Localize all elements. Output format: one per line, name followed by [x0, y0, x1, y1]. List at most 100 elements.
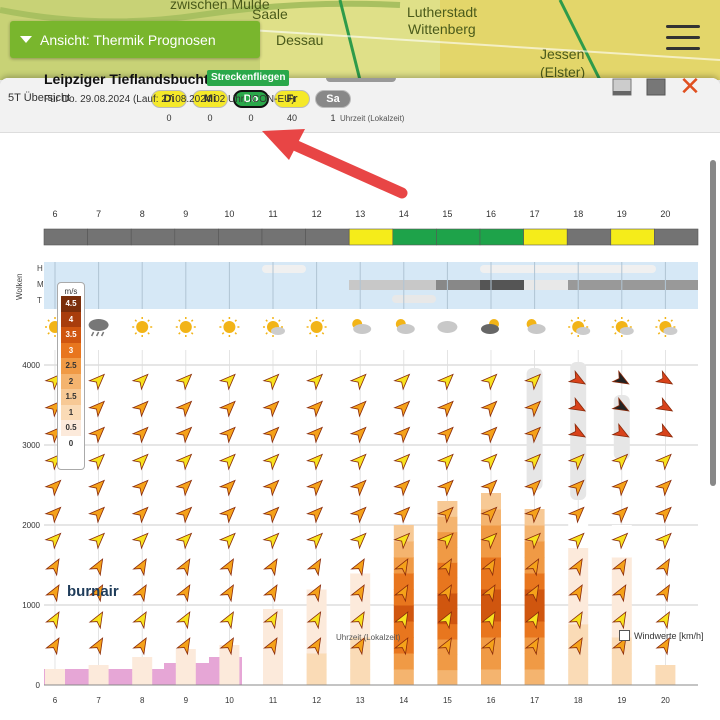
altitude-tick: 0: [36, 681, 41, 690]
altitude-tick: 2000: [22, 521, 40, 530]
thermal-cell: [481, 493, 501, 510]
wind-values-label: Windwerte [km/h]: [634, 631, 704, 641]
cloud-level-label: T: [37, 296, 42, 305]
thermal-cell: [219, 658, 239, 672]
thermal-cell: [525, 669, 545, 686]
thermal-cell: [132, 657, 152, 672]
quality-cell: [175, 229, 219, 245]
thermal-cell: [394, 573, 414, 590]
thermal-cell: [263, 624, 283, 640]
sun-ray: [266, 320, 267, 321]
hour-tick-top: 17: [530, 209, 540, 219]
hour-tick-bottom: 9: [184, 696, 189, 705]
cloud-icon: [397, 324, 415, 334]
sun-icon: [311, 321, 323, 333]
wind-arrow: [656, 398, 675, 416]
wind-values-toggle[interactable]: Windwerte [km/h]: [619, 630, 704, 641]
cloud-icon: [437, 321, 457, 333]
altitude-tick: 3000: [22, 441, 40, 450]
thermal-cell: [263, 655, 283, 671]
sun-ray: [135, 320, 136, 321]
cloud-icon: [663, 327, 677, 335]
thermal-cell: [525, 573, 545, 590]
thermal-cell: [89, 665, 109, 686]
cloud-mid: [568, 280, 698, 290]
hour-tick-top: 14: [399, 209, 409, 219]
thermal-cell: [219, 672, 239, 686]
wind-arrow: [613, 371, 632, 389]
legend-cell: 2.5: [61, 358, 81, 374]
thermal-cell: [568, 624, 588, 640]
cloud-level-label: H: [37, 264, 43, 273]
thermal-cell: [176, 667, 196, 686]
wind-values-checkbox[interactable]: [619, 630, 630, 641]
legend-cell: 4: [61, 312, 81, 328]
cloud-icon: [89, 319, 109, 331]
hour-tick-bottom: 11: [269, 696, 278, 705]
legend-cell: 1: [61, 405, 81, 421]
hour-tick-bottom: 13: [356, 696, 365, 705]
sun-ray: [584, 320, 585, 321]
hour-tick-bottom: 6: [53, 696, 58, 705]
quality-cell: [480, 229, 524, 245]
wind-arrow: [656, 424, 675, 442]
sun-icon: [223, 321, 235, 333]
sun-ray: [322, 333, 323, 334]
hour-tick-top: 9: [183, 209, 188, 219]
thermal-cell: [394, 669, 414, 686]
cloud-high: [262, 265, 306, 273]
bottom-axis-label: Uhrzeit (Lokalzeit): [336, 633, 400, 642]
rain-drop: [97, 332, 99, 336]
sun-ray: [179, 320, 180, 321]
thermal-cell: [568, 654, 588, 670]
hour-tick-bottom: 18: [574, 696, 583, 705]
quality-cell: [44, 229, 88, 245]
thermal-cell: [437, 670, 457, 686]
legend-cell: 0: [61, 436, 81, 452]
drag-handle[interactable]: [326, 78, 396, 82]
thermal-cell: [307, 573, 327, 590]
altitude-tick: 1000: [22, 601, 40, 610]
hour-tick-top: 7: [96, 209, 101, 219]
sun-ray: [615, 333, 616, 334]
cloud-mid: [524, 280, 568, 290]
sun-ray: [627, 320, 628, 321]
quality-cell: [262, 229, 306, 245]
sun-icon: [136, 321, 148, 333]
cloud-icon: [353, 324, 371, 334]
cloud-icon: [481, 324, 499, 334]
sun-ray: [48, 320, 49, 321]
hour-tick-bottom: 8: [140, 696, 145, 705]
quality-cell: [218, 229, 262, 245]
hour-tick-bottom: 7: [96, 696, 101, 705]
thermal-cell: [437, 547, 457, 563]
sun-ray: [148, 320, 149, 321]
sun-ray: [148, 333, 149, 334]
cloud-low: [392, 295, 436, 303]
hour-tick-bottom: 17: [530, 696, 539, 705]
sun-ray: [48, 333, 49, 334]
thermal-cell: [132, 671, 152, 686]
cloud-mid: [436, 280, 480, 290]
sun-ray: [135, 333, 136, 334]
thermal-cell: [45, 669, 65, 686]
clouds-axis-label: Wolken: [15, 273, 24, 300]
sun-ray: [615, 320, 616, 321]
hour-tick-top: 20: [660, 209, 670, 219]
hour-tick-bottom: 10: [225, 696, 234, 705]
hour-tick-top: 16: [486, 209, 496, 219]
legend-cell: 1.5: [61, 389, 81, 405]
legend-cell: 4.5: [61, 296, 81, 312]
hour-tick-top: 8: [140, 209, 145, 219]
cloud-level-label: M: [37, 280, 44, 289]
burnair-logo: burnair: [67, 583, 119, 600]
hour-tick-bottom: 12: [312, 696, 321, 705]
hour-tick-bottom: 16: [487, 696, 496, 705]
legend-cell: 0.5: [61, 420, 81, 436]
thermal-cell: [612, 669, 632, 686]
thermal-cell: [612, 653, 632, 670]
hour-tick-top: 10: [224, 209, 234, 219]
sun-ray: [191, 320, 192, 321]
legend-cell: 2: [61, 374, 81, 390]
quality-cell: [436, 229, 480, 245]
